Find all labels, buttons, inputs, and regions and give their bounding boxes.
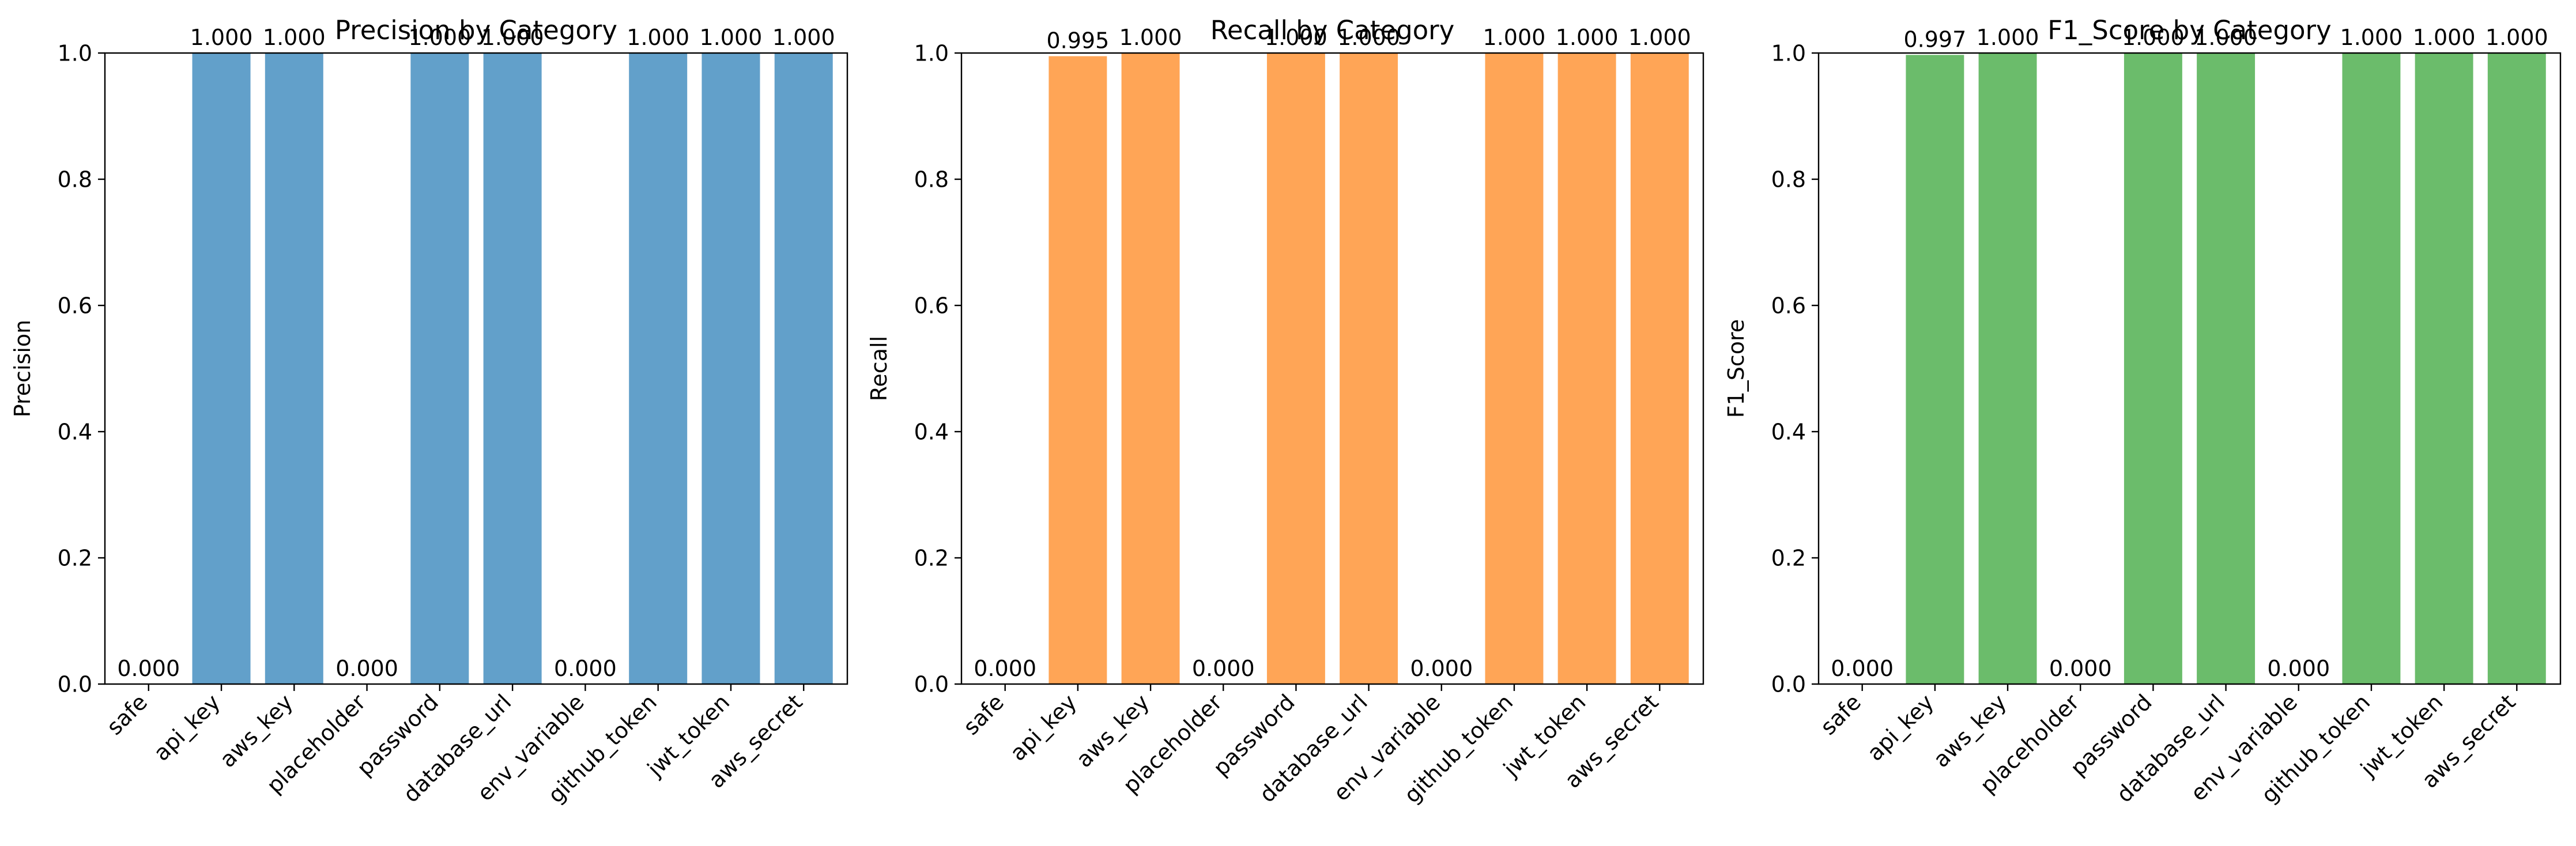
- bar-password: [410, 53, 469, 684]
- bar-jwt_token: [2415, 53, 2473, 684]
- bar-aws_key: [265, 53, 323, 684]
- bar-value-label: 0.000: [974, 656, 1036, 681]
- bar-database_url: [483, 53, 542, 684]
- y-axis-label: F1_Score: [1723, 319, 1749, 418]
- y-tick-label: 0.6: [914, 293, 949, 318]
- bar-value-label: 0.997: [1903, 27, 1966, 52]
- axes-frame: [960, 52, 1704, 685]
- bar-value-label: 0.000: [2049, 656, 2112, 681]
- y-tick-label: 0.0: [1771, 671, 1806, 697]
- y-tick-label: 0.4: [58, 419, 92, 444]
- bar-value-label: 1.000: [408, 25, 471, 50]
- x-tick-label: safe: [958, 689, 1009, 740]
- bar-github_token: [2342, 53, 2401, 684]
- bar-github_token: [1485, 53, 1544, 684]
- bar-aws_secret: [774, 53, 833, 684]
- bar-github_token: [629, 53, 688, 684]
- bar-value-label: 1.000: [700, 25, 763, 50]
- bar-value-label: 1.000: [1265, 25, 1327, 50]
- axes-frame: [1817, 52, 2562, 685]
- y-tick-label: 0.6: [1771, 293, 1806, 318]
- bar-value-label: 1.000: [1119, 25, 1182, 50]
- bar-value-label: 1.000: [1337, 25, 1400, 50]
- bar-jwt_token: [1557, 53, 1616, 684]
- bar-value-label: 0.000: [117, 656, 180, 681]
- bar-value-label: 1.000: [2340, 25, 2403, 50]
- x-tick-label: safe: [1815, 689, 1866, 740]
- x-tick-label: api_key: [1005, 689, 1082, 766]
- y-tick-label: 0.6: [58, 293, 92, 318]
- bar-value-label: 1.000: [263, 25, 326, 50]
- bar-api_key: [1906, 55, 1964, 684]
- bar-value-label: 1.000: [481, 25, 544, 50]
- x-tick-label: safe: [102, 689, 153, 740]
- bar-value-label: 0.000: [554, 656, 617, 681]
- y-axis-label: Precision: [10, 320, 35, 418]
- bar-value-label: 1.000: [627, 25, 689, 50]
- y-tick-label: 1.0: [1771, 40, 1806, 66]
- bar-value-label: 0.000: [2267, 656, 2330, 681]
- bar-jwt_token: [701, 53, 760, 684]
- bar-aws_key: [1978, 53, 2037, 684]
- bar-password: [2124, 53, 2182, 684]
- bar-aws_secret: [2487, 53, 2546, 684]
- bar-aws_secret: [1630, 53, 1689, 684]
- bar-api_key: [192, 53, 251, 684]
- x-tick-label: api_key: [149, 689, 225, 766]
- bar-value-label: 0.000: [1192, 656, 1255, 681]
- chart-panel-2: 0.000 0.995 1.000 0.000 1.000 1.000 0.000 1.000…: [866, 15, 1704, 808]
- y-tick-label: 0.8: [914, 167, 949, 192]
- y-axis-label: Recall: [866, 336, 892, 401]
- y-tick-label: 0.0: [58, 671, 92, 697]
- y-tick-label: 0.2: [1771, 545, 1806, 571]
- bar-value-label: 1.000: [1977, 25, 2039, 50]
- chart-panel-3: 0.000 0.997 1.000 0.000 1.000 1.000 0.000 1.000…: [1723, 15, 2562, 808]
- chart-panel-1: 0.000 1.000 1.000 0.000 1.000 1.000 0.000 1.000…: [10, 15, 848, 808]
- bar-database_url: [1340, 53, 1398, 684]
- bar-value-label: 1.000: [2413, 25, 2476, 50]
- y-tick-label: 0.0: [914, 671, 949, 697]
- bar-value-label: 1.000: [190, 25, 253, 50]
- y-tick-label: 0.2: [58, 545, 92, 571]
- y-tick-label: 0.4: [914, 419, 949, 444]
- bar-value-label: 0.000: [335, 656, 398, 681]
- bar-value-label: 0.995: [1046, 28, 1109, 53]
- bar-value-label: 0.000: [1831, 656, 1894, 681]
- bar-password: [1266, 53, 1325, 684]
- bar-aws_key: [1121, 53, 1180, 684]
- bar-value-label: 1.000: [2486, 25, 2548, 50]
- chart-title: Recall by Category: [1210, 15, 1455, 46]
- bar-value-label: 0.000: [1410, 656, 1473, 681]
- axes-frame: [104, 52, 848, 685]
- y-tick-label: 1.0: [58, 40, 92, 66]
- y-tick-label: 0.2: [914, 545, 949, 571]
- bar-value-label: 1.000: [1628, 25, 1691, 50]
- y-tick-label: 0.8: [58, 167, 92, 192]
- chart-title: Precision by Category: [335, 15, 617, 46]
- y-tick-label: 0.4: [1771, 419, 1806, 444]
- bar-value-label: 1.000: [1483, 25, 1546, 50]
- bar-value-label: 1.000: [2194, 25, 2257, 50]
- bar-api_key: [1048, 56, 1107, 685]
- bar-value-label: 1.000: [1556, 25, 1619, 50]
- x-tick-label: api_key: [1862, 689, 1939, 766]
- bar-database_url: [2197, 53, 2256, 684]
- y-tick-label: 0.8: [1771, 167, 1806, 192]
- bar-value-label: 1.000: [772, 25, 835, 50]
- bar-value-label: 1.000: [2122, 25, 2185, 50]
- chart-title: F1_Score by Category: [2047, 15, 2331, 46]
- y-tick-label: 1.0: [914, 40, 949, 66]
